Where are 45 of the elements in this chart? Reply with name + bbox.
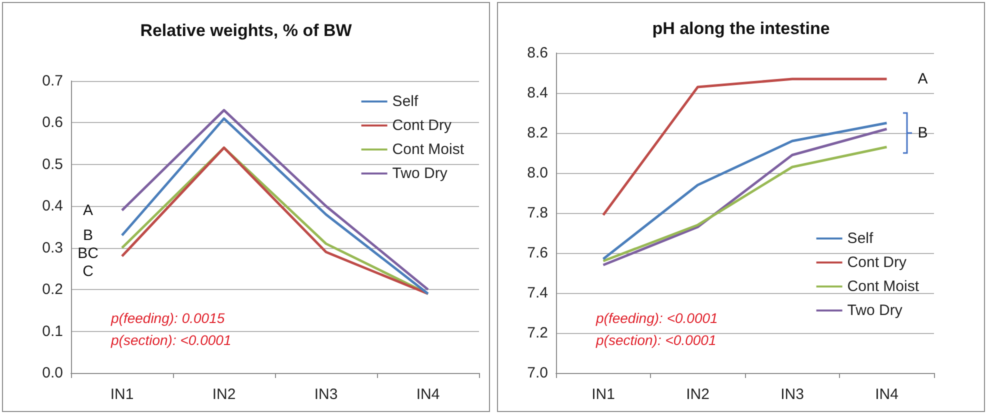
y-tick-label: 8.0 bbox=[527, 164, 548, 182]
y-tick-label: 8.2 bbox=[527, 124, 548, 142]
legend-label: Self bbox=[392, 93, 419, 110]
annotation: BC bbox=[78, 244, 99, 262]
x-tick-label: IN1 bbox=[110, 386, 134, 403]
y-tick-label: 0.2 bbox=[42, 281, 63, 298]
legend-label: Self bbox=[847, 230, 874, 247]
annotation: C bbox=[82, 262, 94, 280]
x-tick-label: IN2 bbox=[686, 386, 710, 403]
legend-label: Two Dry bbox=[847, 302, 903, 319]
x-tick-label: IN1 bbox=[592, 386, 615, 403]
annotation: p(feeding): <0.0001 bbox=[595, 310, 718, 326]
y-tick-label: 0.1 bbox=[42, 322, 63, 340]
y-tick-label: 0.7 bbox=[42, 72, 63, 90]
y-tick-label: 7.0 bbox=[527, 364, 548, 382]
annotation: B bbox=[918, 124, 928, 142]
y-tick-label: 7.6 bbox=[527, 244, 548, 262]
annotation: p(section): <0.0001 bbox=[110, 332, 232, 348]
annotation: p(feeding): 0.0015 bbox=[110, 310, 225, 326]
annotation: A bbox=[918, 70, 928, 88]
y-tick-label: 7.8 bbox=[527, 204, 548, 222]
x-tick-label: IN4 bbox=[416, 386, 440, 403]
y-tick-label: 0.3 bbox=[42, 239, 63, 256]
chart-title: Relative weights, % of BW bbox=[140, 21, 353, 40]
y-tick-label: 0.0 bbox=[42, 364, 63, 382]
y-tick-label: 7.4 bbox=[527, 284, 548, 302]
annotation: A bbox=[82, 202, 94, 219]
legend-label: Cont Dry bbox=[847, 254, 907, 271]
y-tick-label: 8.6 bbox=[527, 44, 548, 62]
annotation: p(section): <0.0001 bbox=[595, 332, 716, 348]
annotation: B bbox=[82, 226, 94, 244]
y-tick-label: 7.2 bbox=[527, 324, 548, 342]
legend-label: Cont Moist bbox=[847, 278, 920, 295]
legend-label: Two Dry bbox=[392, 165, 448, 182]
chart-title: pH along the intestine bbox=[652, 19, 830, 38]
x-tick-label: IN3 bbox=[314, 386, 338, 403]
x-tick-label: IN3 bbox=[780, 386, 804, 403]
y-tick-label: 0.5 bbox=[42, 156, 63, 173]
y-tick-label: 8.4 bbox=[527, 84, 548, 102]
legend-label: Cont Moist bbox=[392, 141, 465, 158]
x-tick-label: IN4 bbox=[875, 386, 898, 403]
y-tick-label: 0.6 bbox=[42, 114, 63, 132]
y-tick-label: 0.4 bbox=[42, 198, 63, 215]
x-tick-label: IN2 bbox=[212, 386, 236, 403]
legend-label: Cont Dry bbox=[392, 117, 452, 134]
